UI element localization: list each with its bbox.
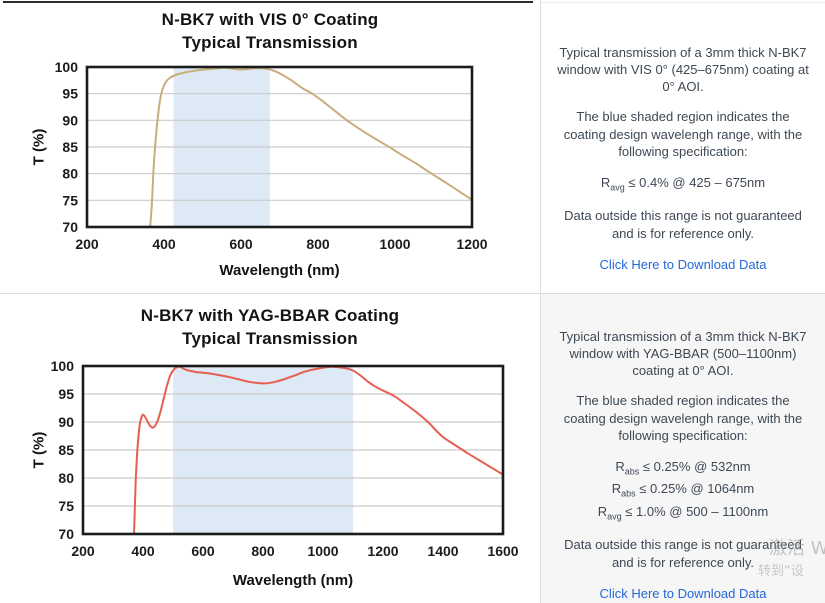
panel-top-rule: [541, 2, 825, 3]
vis-chart-section: N-BK7 with VIS 0° Coating Typical Transm…: [0, 0, 540, 293]
svg-text:70: 70: [62, 219, 78, 235]
chart-title-yag: N-BK7 with YAG-BBAR Coating: [140, 306, 400, 325]
chart-subtitle-vis: Typical Transmission: [182, 33, 358, 52]
svg-text:100: 100: [55, 59, 79, 75]
yag-transmission-plot: 70 75 80 85 90 95 100 200 400 600 800 1000 1200 1400 1…: [51, 358, 519, 559]
svg-text:85: 85: [62, 139, 78, 155]
spec-line: Ravg ≤ 1.0% @ 500 – 1100nm: [597, 503, 769, 522]
yag-band-note: The blue shaded region indicates the coa…: [563, 393, 803, 443]
vis-band-note: The blue shaded region indicates the coa…: [563, 109, 803, 159]
svg-text:1400: 1400: [427, 543, 458, 559]
vis-description-text: Typical transmission of a 3mm thick N-BK…: [557, 45, 809, 95]
spec-line: Rabs ≤ 0.25% @ 532nm: [615, 458, 751, 477]
vis-disclaimer-text: Data outside this range is not guarantee…: [564, 208, 802, 241]
yag-disclaimer-text: Data outside this range is not guarantee…: [564, 537, 802, 570]
yag-description-text: Typical transmission of a 3mm thick N-BK…: [559, 329, 807, 379]
svg-text:400: 400: [152, 236, 176, 252]
svg-text:200: 200: [71, 543, 95, 559]
yag-download-data-link[interactable]: Click Here to Download Data: [599, 585, 767, 601]
vis-description-panel: Typical transmission of a 3mm thick N-BK…: [540, 0, 825, 293]
windows-activation-watermark-line1: 激活 W: [769, 538, 825, 559]
svg-text:600: 600: [191, 543, 215, 559]
spec-line: Ravg ≤ 0.4% @ 425 – 675nm: [600, 174, 766, 193]
svg-text:75: 75: [62, 192, 78, 208]
svg-text:1200: 1200: [456, 236, 487, 252]
svg-text:80: 80: [62, 166, 78, 182]
svg-text:1000: 1000: [307, 543, 338, 559]
svg-text:100: 100: [51, 358, 75, 374]
svg-text:75: 75: [58, 498, 74, 514]
vis-transmission-plot: 70 75 80 85 90 95 100 200 400 600 800 1000 1200: [55, 59, 488, 252]
yag-description-panel: Typical transmission of a 3mm thick N-BK…: [540, 293, 825, 603]
svg-text:200: 200: [75, 236, 99, 252]
svg-text:70: 70: [58, 526, 74, 542]
svg-text:80: 80: [58, 470, 74, 486]
svg-text:1200: 1200: [367, 543, 398, 559]
x-axis-label-yag: Wavelength (nm): [232, 572, 354, 589]
svg-text:95: 95: [62, 86, 78, 102]
vis-download-data-link[interactable]: Click Here to Download Data: [599, 256, 767, 272]
chart-subtitle-yag: Typical Transmission: [182, 329, 358, 348]
top-border-line: [3, 1, 533, 3]
svg-text:400: 400: [131, 543, 155, 559]
vis-spec-group: Ravg ≤ 0.4% @ 425 – 675nm: [554, 174, 812, 194]
svg-text:85: 85: [58, 442, 74, 458]
svg-text:800: 800: [306, 236, 330, 252]
svg-text:90: 90: [58, 414, 74, 430]
yag-chart-section: N-BK7 with YAG-BBAR Coating Typical Tran…: [0, 293, 540, 603]
svg-text:600: 600: [229, 236, 253, 252]
x-axis-label-vis: Wavelength (nm): [219, 262, 340, 279]
svg-text:1600: 1600: [487, 543, 518, 559]
yag-spec-group: Rabs ≤ 0.25% @ 532nm Rabs ≤ 0.25% @ 1064…: [554, 458, 812, 523]
spec-line: Rabs ≤ 0.25% @ 1064nm: [611, 481, 755, 499]
svg-text:1000: 1000: [379, 236, 410, 252]
chart-title-vis: N-BK7 with VIS 0° Coating: [161, 10, 379, 29]
svg-text:90: 90: [62, 112, 78, 128]
svg-text:95: 95: [58, 386, 74, 402]
windows-activation-watermark-line2: 转到“设: [758, 564, 804, 579]
svg-text:800: 800: [251, 543, 275, 559]
